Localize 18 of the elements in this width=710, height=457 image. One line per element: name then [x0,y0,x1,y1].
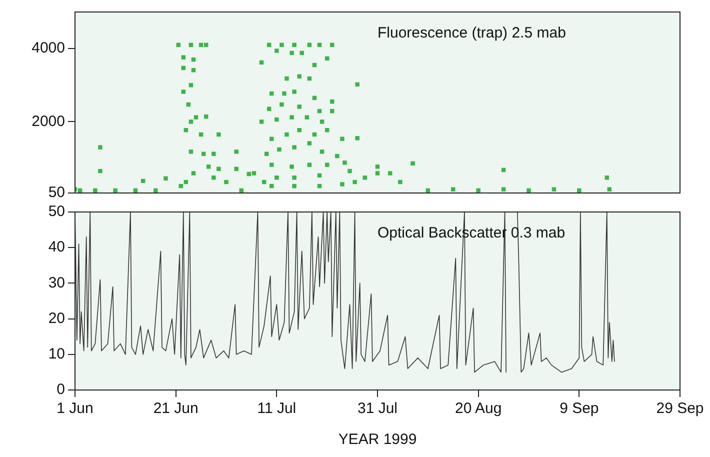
x-tick-label: 11 Jul [257,400,296,418]
y-tick-label: 50 [48,184,65,202]
y-tick-label: 0 [56,381,65,398]
y-tick-label: 40 [48,238,65,256]
x-tick-label: 20 Aug [454,400,502,418]
y-tick-label: 50 [48,203,65,220]
x-tick-label: 9 Sep [560,400,599,418]
y-tick-label: 4000 [32,40,65,57]
y-tick-label: 30 [48,274,65,292]
y-tick-label: 2000 [32,112,65,130]
x-tick-label: 31 Jul [357,400,398,418]
x-axis-title: YEAR 1999 [338,431,417,448]
y-tick-label: 10 [48,346,65,363]
x-tick-label: 21 Jun [153,400,198,418]
y-tick-label: 20 [48,310,65,327]
x-tick-label: 29 Sep [656,400,704,418]
x-tick-label: 1 Jun [56,400,94,418]
annotation: Fluorescence (trap) 2.5 mab [378,24,566,42]
